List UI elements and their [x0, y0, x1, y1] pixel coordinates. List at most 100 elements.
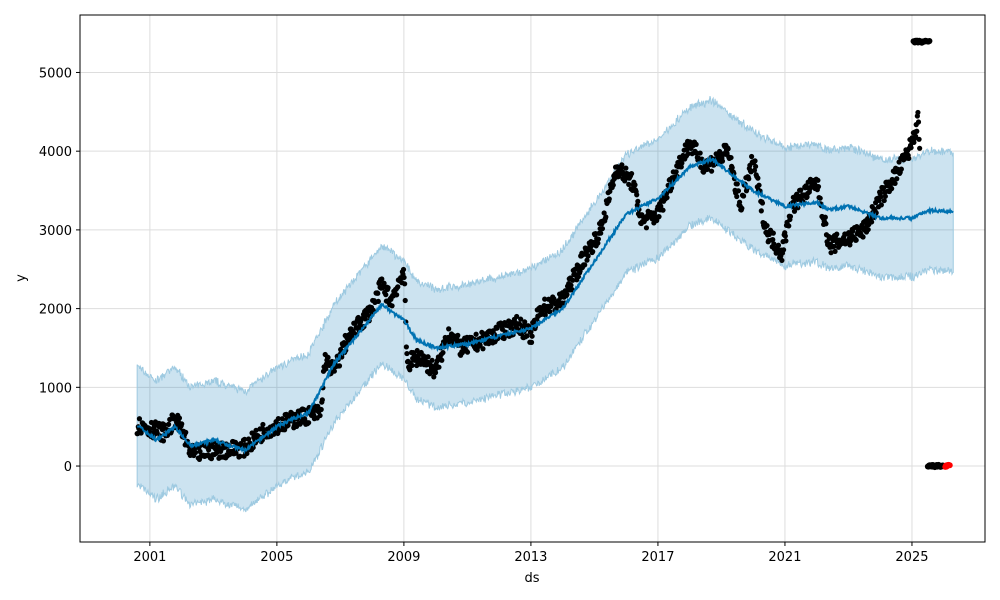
observed-point — [518, 316, 524, 322]
observed-point — [882, 193, 888, 199]
y-tick-label: 3000 — [39, 224, 72, 239]
observed-point — [582, 262, 588, 268]
observed-point — [734, 193, 740, 200]
observed-point — [197, 448, 203, 455]
observed-point — [914, 128, 920, 134]
observed-point — [759, 200, 766, 206]
observed-point — [192, 449, 199, 456]
observed-point — [464, 349, 471, 355]
y-tick-label: 0 — [64, 460, 72, 475]
observed-point — [832, 248, 838, 254]
observed-point — [402, 297, 408, 304]
observed-point — [673, 169, 679, 175]
observed-point — [632, 182, 638, 188]
observed-point — [176, 415, 183, 421]
observed-point — [528, 339, 535, 345]
observed-point — [409, 362, 415, 368]
observed-point — [906, 155, 912, 161]
observed-point — [183, 429, 189, 435]
x-tick-label: 2009 — [387, 550, 420, 565]
observed-point — [782, 233, 788, 239]
observed-point — [729, 165, 735, 171]
observed-point — [385, 285, 391, 291]
observed-point — [623, 165, 629, 171]
observed-point — [679, 160, 685, 166]
observed-point — [599, 226, 606, 232]
observed-point — [749, 153, 755, 160]
x-tick-label: 2001 — [133, 550, 166, 565]
observed-point — [275, 416, 281, 422]
observed-point — [815, 177, 821, 183]
observed-point — [781, 247, 787, 253]
observed-point — [585, 253, 591, 259]
observed-point — [595, 240, 601, 246]
observed-point — [570, 277, 576, 283]
observed-point — [306, 420, 312, 426]
observed-point — [678, 164, 684, 170]
observed-point — [787, 213, 794, 220]
observed-point — [246, 436, 252, 442]
observed-point — [400, 266, 407, 273]
observed-point — [791, 208, 798, 214]
observed-point — [379, 276, 385, 282]
observed-point — [440, 350, 446, 356]
observed-point — [697, 150, 703, 156]
observed-point — [179, 421, 185, 427]
observed-point — [894, 176, 900, 182]
observed-point — [628, 171, 635, 177]
observed-point — [402, 281, 408, 287]
observed-point — [325, 354, 331, 361]
observed-point — [626, 181, 632, 187]
observed-point — [425, 354, 431, 360]
observed-point — [524, 333, 530, 339]
observed-point — [431, 374, 437, 380]
observed-point — [355, 314, 361, 321]
observed-point — [404, 350, 410, 357]
observed-point — [815, 184, 822, 190]
observed-point — [664, 195, 670, 201]
observed-point — [551, 296, 557, 302]
x-tick-label: 2017 — [641, 550, 674, 565]
observed-point — [401, 274, 407, 281]
observed-point — [622, 178, 628, 184]
y-axis-label: y — [14, 274, 29, 282]
observed-point — [244, 450, 250, 457]
observed-point — [798, 187, 804, 193]
x-axis-label: ds — [524, 571, 539, 586]
axes-frame — [79, 14, 986, 543]
observed-point — [598, 230, 604, 236]
y-tick-label: 4000 — [39, 145, 72, 160]
observed-point — [725, 146, 731, 152]
observed-point — [477, 342, 483, 348]
ticks: 2001 2005 2009 2013 2017 2021 2025 0 1000 2000 300… — [39, 66, 929, 565]
observed-point — [913, 133, 919, 139]
observed-point — [317, 412, 323, 419]
observed-point — [728, 154, 734, 161]
observed-point — [619, 162, 625, 168]
grid — [80, 15, 985, 542]
observed-point — [741, 193, 747, 199]
observed-point — [242, 436, 248, 442]
observed-point — [853, 237, 859, 243]
observed-point — [881, 197, 887, 204]
observed-point — [770, 230, 776, 236]
observed-point — [253, 427, 259, 433]
observed-point — [568, 282, 574, 288]
observed-point — [237, 453, 243, 459]
observed-point — [704, 166, 711, 172]
observed-point — [514, 313, 520, 320]
observed-point — [336, 363, 343, 369]
y-tick-label: 2000 — [39, 303, 72, 318]
observed-point — [643, 225, 650, 231]
outlier-point — [946, 462, 953, 469]
observed-point — [892, 180, 898, 187]
observed-point — [323, 366, 329, 372]
observed-point — [429, 357, 435, 363]
observed-point — [436, 364, 442, 370]
observed-point — [828, 250, 834, 256]
observed-point — [834, 231, 840, 237]
observed-point — [528, 329, 534, 335]
observed-point — [739, 205, 745, 211]
observed-point — [746, 176, 752, 182]
observed-point — [473, 331, 479, 337]
